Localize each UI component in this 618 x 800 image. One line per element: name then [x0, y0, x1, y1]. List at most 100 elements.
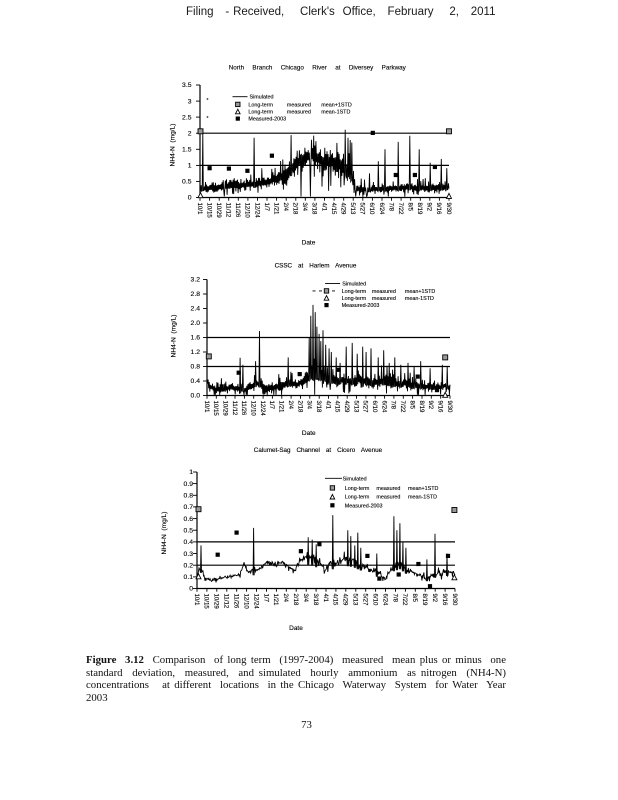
- svg-text:3/4: 3/4: [302, 594, 309, 603]
- svg-text:1.2: 1.2: [191, 349, 201, 356]
- svg-text:10/29: 10/29: [215, 203, 222, 219]
- svg-text:0.8: 0.8: [184, 493, 194, 500]
- svg-text:2/4: 2/4: [287, 401, 294, 410]
- svg-text:3/18: 3/18: [315, 401, 322, 413]
- svg-text:2/18: 2/18: [292, 203, 299, 215]
- svg-text:mean+1STD: mean+1STD: [321, 102, 352, 108]
- svg-text:6/10: 6/10: [368, 203, 375, 215]
- svg-text:measured: measured: [376, 486, 400, 492]
- svg-text:2.5: 2.5: [182, 114, 192, 121]
- svg-text:mean-1STD: mean-1STD: [405, 296, 434, 302]
- svg-text:0.0: 0.0: [191, 393, 201, 400]
- svg-text:Measured-2003: Measured-2003: [345, 503, 383, 509]
- svg-text:1.5: 1.5: [182, 147, 192, 154]
- svg-text:0.5: 0.5: [182, 179, 192, 186]
- svg-text:1/21: 1/21: [272, 594, 279, 606]
- svg-text:12/24: 12/24: [252, 594, 259, 610]
- svg-text:12/24: 12/24: [253, 203, 260, 219]
- svg-text:Measured-2003: Measured-2003: [248, 117, 286, 123]
- svg-text:Date: Date: [289, 625, 303, 632]
- svg-text:12/10: 12/10: [244, 203, 251, 219]
- svg-text:9/30: 9/30: [445, 203, 452, 215]
- svg-text:Long-term: Long-term: [345, 486, 370, 492]
- svg-text:0.8: 0.8: [191, 364, 201, 371]
- svg-text:3/18: 3/18: [311, 203, 318, 215]
- svg-text:measured: measured: [372, 289, 396, 295]
- svg-text:NH4-N (mg/L): NH4-N (mg/L): [161, 512, 168, 555]
- svg-text:8/19: 8/19: [418, 401, 425, 413]
- svg-text:7/22: 7/22: [397, 203, 404, 215]
- svg-text:2/18: 2/18: [296, 401, 303, 413]
- svg-text:12/24: 12/24: [259, 401, 266, 417]
- svg-text:4/15: 4/15: [332, 594, 339, 606]
- svg-text:5/27: 5/27: [362, 401, 369, 413]
- svg-text:Long-term: Long-term: [345, 495, 370, 501]
- svg-text:4/1: 4/1: [322, 594, 329, 603]
- svg-text:10/29: 10/29: [222, 401, 229, 417]
- svg-text:11/12: 11/12: [225, 203, 232, 218]
- svg-text:4/1: 4/1: [324, 401, 331, 410]
- svg-text:4/15: 4/15: [334, 401, 341, 413]
- svg-text:2.8: 2.8: [191, 291, 201, 298]
- svg-text:8/5: 8/5: [408, 401, 415, 410]
- svg-text:4/29: 4/29: [340, 203, 347, 215]
- svg-text:1: 1: [188, 163, 192, 170]
- svg-text:2/18: 2/18: [292, 594, 299, 606]
- svg-text:3.5: 3.5: [182, 82, 192, 89]
- svg-text:6/10: 6/10: [371, 594, 378, 606]
- svg-text:Long-term: Long-term: [248, 102, 273, 108]
- svg-text:mean-1STD: mean-1STD: [321, 110, 350, 116]
- svg-text:Calumet-Sag Channel at Cicero: Calumet-Sag Channel at Cicero Avenue: [254, 447, 383, 454]
- svg-text:6/24: 6/24: [378, 203, 385, 215]
- svg-text:9/16: 9/16: [435, 203, 442, 215]
- svg-text:9/16: 9/16: [437, 401, 444, 413]
- svg-text:9/30: 9/30: [446, 401, 453, 413]
- svg-text:5/27: 5/27: [362, 594, 369, 606]
- svg-text:2.0: 2.0: [191, 320, 201, 327]
- svg-text:1/21: 1/21: [278, 401, 285, 413]
- svg-text:10/1: 10/1: [193, 594, 200, 606]
- svg-text:10/15: 10/15: [205, 203, 212, 219]
- svg-text:0.4: 0.4: [191, 378, 201, 385]
- svg-text:4/1: 4/1: [320, 203, 327, 212]
- svg-text:7/8: 7/8: [391, 594, 398, 603]
- svg-text:Date: Date: [302, 430, 316, 437]
- svg-text:10/1: 10/1: [203, 401, 210, 413]
- svg-text:11/26: 11/26: [240, 401, 247, 416]
- svg-text:5/27: 5/27: [359, 203, 366, 215]
- svg-text:Simulated: Simulated: [342, 282, 366, 288]
- svg-text:2: 2: [188, 130, 192, 137]
- svg-text:1/7: 1/7: [268, 401, 275, 410]
- svg-text:7/22: 7/22: [401, 594, 408, 606]
- svg-text:0.7: 0.7: [184, 504, 194, 511]
- svg-text:measured: measured: [372, 296, 396, 302]
- svg-text:9/2: 9/2: [427, 401, 434, 410]
- svg-text:0.6: 0.6: [184, 516, 194, 523]
- svg-text:mean-1STD: mean-1STD: [408, 495, 437, 501]
- svg-text:9/2: 9/2: [431, 594, 438, 603]
- svg-text:1/7: 1/7: [263, 203, 270, 212]
- svg-text:Long-term: Long-term: [248, 110, 273, 116]
- svg-text:Long-term: Long-term: [342, 289, 367, 295]
- svg-text:4/15: 4/15: [330, 203, 337, 215]
- svg-text:NH4-N (mg/L): NH4-N (mg/L): [170, 124, 177, 167]
- svg-text:11/26: 11/26: [234, 203, 241, 218]
- svg-text:0.9: 0.9: [184, 481, 194, 488]
- svg-text:12/10: 12/10: [250, 401, 257, 417]
- svg-text:0.3: 0.3: [184, 551, 194, 558]
- svg-text:8/5: 8/5: [407, 203, 414, 212]
- svg-text:4/29: 4/29: [342, 594, 349, 606]
- svg-text:3: 3: [188, 98, 192, 105]
- svg-text:5/13: 5/13: [349, 203, 356, 215]
- svg-text:0.2: 0.2: [184, 562, 194, 569]
- svg-text:2.4: 2.4: [191, 306, 201, 313]
- svg-text:7/8: 7/8: [387, 203, 394, 212]
- svg-text:0: 0: [188, 195, 192, 202]
- svg-text:7/8: 7/8: [390, 401, 397, 410]
- svg-text:1: 1: [189, 469, 193, 476]
- svg-text:8/19: 8/19: [416, 203, 423, 215]
- svg-text:8/5: 8/5: [411, 594, 418, 603]
- svg-text:Date: Date: [302, 240, 316, 247]
- svg-text:1/21: 1/21: [272, 203, 279, 215]
- svg-text:3/18: 3/18: [312, 594, 319, 606]
